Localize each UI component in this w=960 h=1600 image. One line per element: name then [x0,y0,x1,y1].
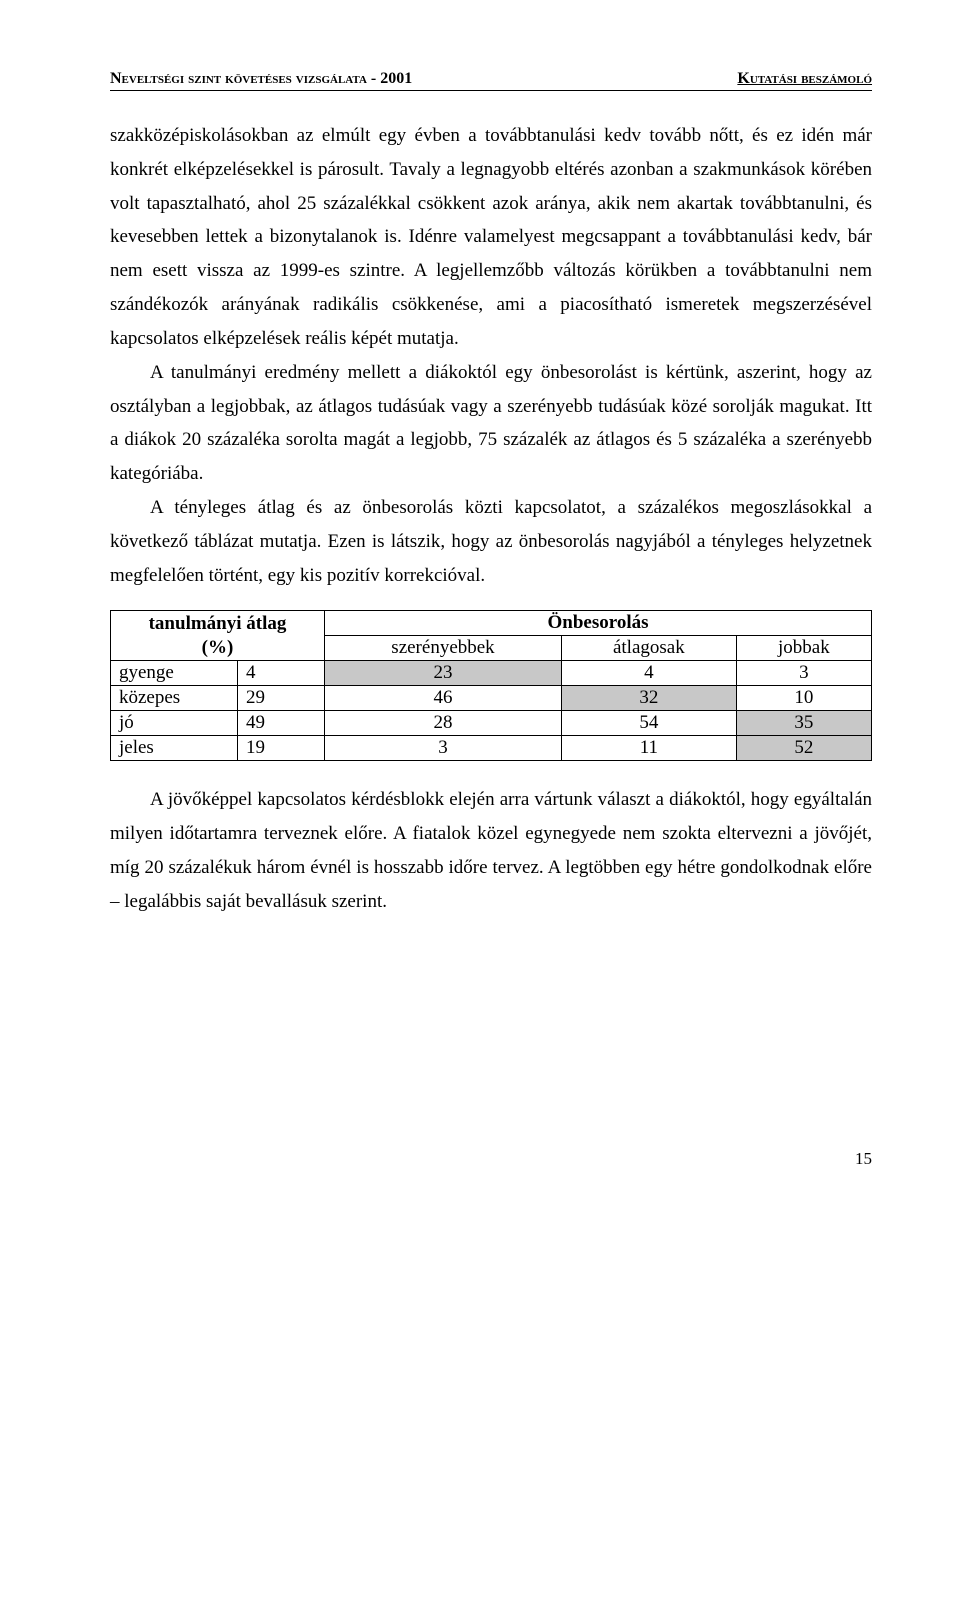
table-group-left-top: tanulmányi átlag [111,611,325,636]
paragraph-4: A jövőképpel kapcsolatos kérdésblokk ele… [110,783,872,918]
self-classification-table: tanulmányi átlag Önbesorolás (%) szerény… [110,610,872,761]
table-cell: 52 [736,736,871,761]
table-cell: 11 [561,736,736,761]
body-text-after: A jövőképpel kapcsolatos kérdésblokk ele… [110,783,872,918]
paragraph-2: A tanulmányi eredmény mellett a diákoktó… [110,356,872,491]
table-header-row-2: (%) szerényebbek átlagosak jobbak [111,636,872,661]
table-row-label: jó [111,711,238,736]
table-row-pct: 29 [238,686,325,711]
page-number: 15 [110,1149,872,1169]
page-container: Neveltségi szint követéses vizsgálata - … [0,0,960,1209]
table-row-pct: 19 [238,736,325,761]
table-row: gyenge42343 [111,661,872,686]
table-cell: 4 [561,661,736,686]
body-text: szakközépiskolásokban az elmúlt egy évbe… [110,119,872,592]
table-row-label: közepes [111,686,238,711]
table-col-1: szerényebbek [325,636,562,661]
table-cell: 35 [736,711,871,736]
table-row: jó49285435 [111,711,872,736]
table-col-2: átlagosak [561,636,736,661]
table-cell: 10 [736,686,871,711]
table-row-pct: 4 [238,661,325,686]
paragraph-3: A tényleges átlag és az önbesorolás közt… [110,491,872,592]
table-row: közepes29463210 [111,686,872,711]
table-group-left-bottom: (%) [111,636,325,661]
table-cell: 3 [736,661,871,686]
table-group-right: Önbesorolás [325,611,872,636]
table-cell: 28 [325,711,562,736]
header-right: Kutatási beszámoló [737,70,872,88]
page-header: Neveltségi szint követéses vizsgálata - … [110,70,872,91]
paragraph-1: szakközépiskolásokban az elmúlt egy évbe… [110,119,872,356]
table-row: jeles1931152 [111,736,872,761]
table-col-3: jobbak [736,636,871,661]
table-cell: 3 [325,736,562,761]
table-cell: 32 [561,686,736,711]
table-cell: 46 [325,686,562,711]
table-header-row-1: tanulmányi átlag Önbesorolás [111,611,872,636]
header-left: Neveltségi szint követéses vizsgálata - … [110,70,412,88]
table-row-pct: 49 [238,711,325,736]
table-cell: 54 [561,711,736,736]
table-row-label: jeles [111,736,238,761]
table-cell: 23 [325,661,562,686]
table-row-label: gyenge [111,661,238,686]
